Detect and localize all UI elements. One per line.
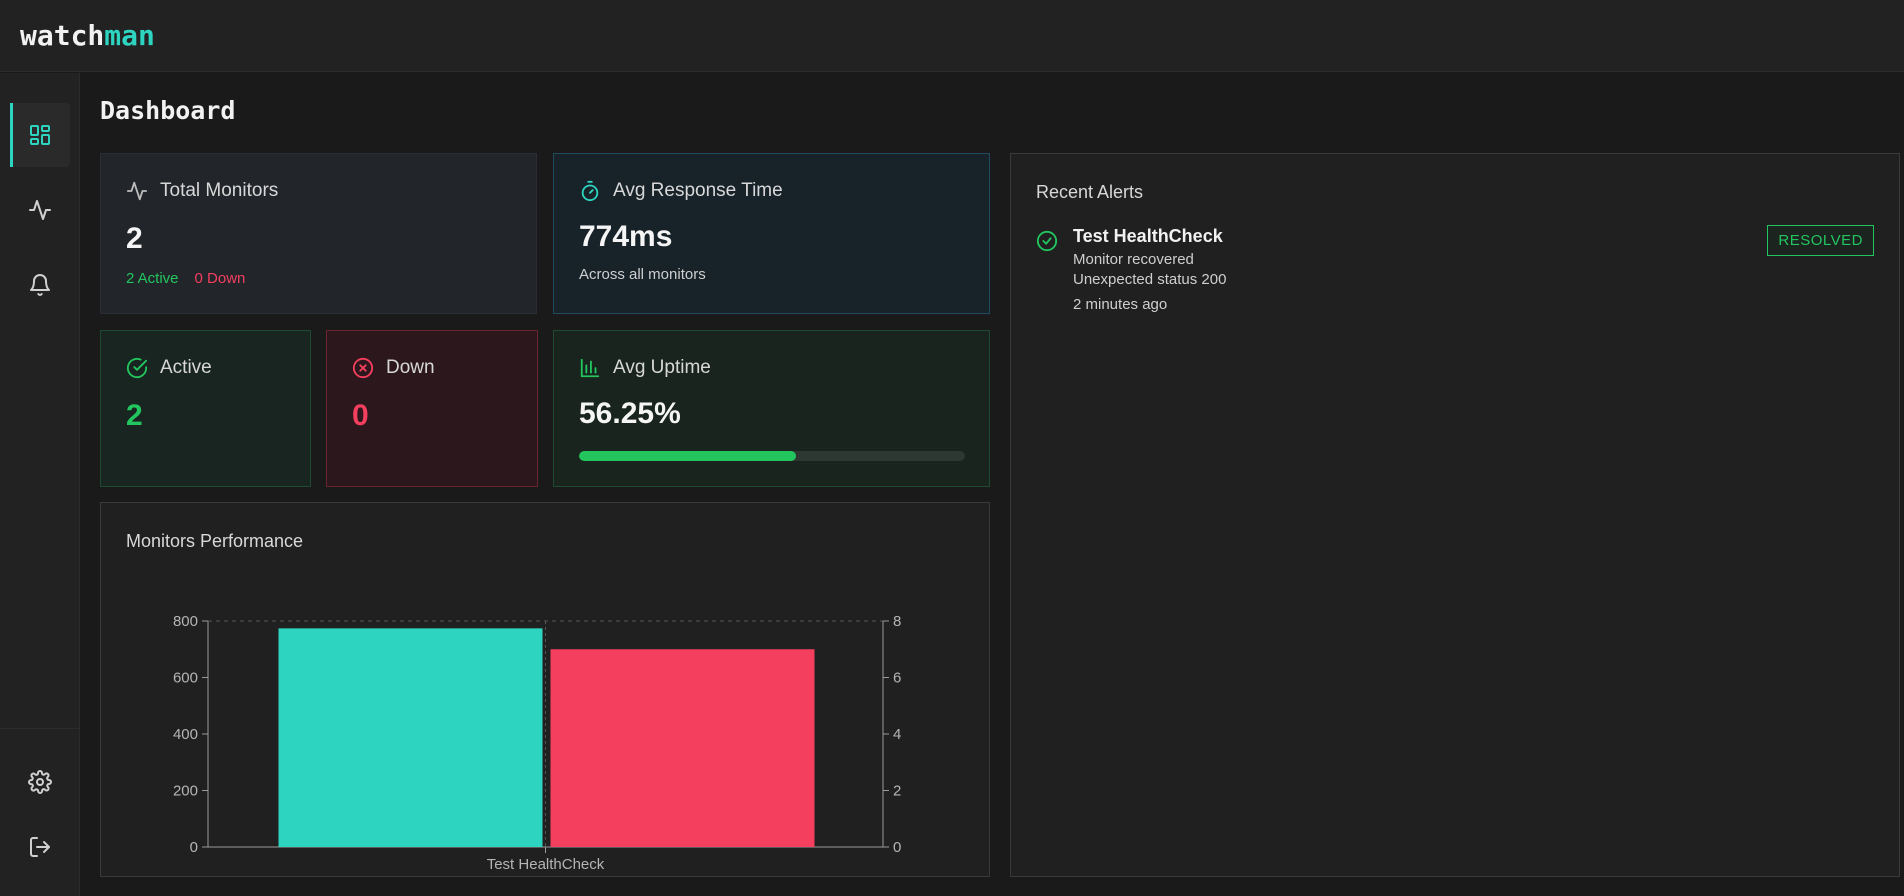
total-monitors-card: Total Monitors 2 2 Active 0 Down (100, 153, 537, 314)
check-circle-icon (1036, 230, 1058, 252)
logo-part1: watch (20, 19, 105, 52)
avg-uptime-value: 56.25% (579, 397, 681, 430)
check-circle-icon (126, 357, 148, 379)
active-header: Active (126, 357, 212, 379)
page-title: Dashboard (100, 96, 236, 125)
sidebar-divider (0, 728, 80, 729)
right-tick-label: 8 (893, 613, 901, 630)
total-monitors-header: Total Monitors (126, 180, 278, 202)
left-tick-label: 400 (173, 726, 198, 743)
alert-detail: Unexpected status 200 (1073, 271, 1227, 288)
avg-uptime-header: Avg Uptime (579, 357, 711, 379)
activity-icon (29, 200, 51, 220)
bar-response-time (278, 628, 543, 847)
activity-icon (126, 181, 148, 201)
sidebar-item-settings[interactable] (10, 750, 70, 814)
alert-message: Monitor recovered (1073, 251, 1194, 268)
sidebar-item-alerts[interactable] (10, 253, 70, 317)
active-value: 2 (126, 399, 143, 432)
recent-alerts-title: Recent Alerts (1036, 182, 1144, 202)
bar-chart-icon (580, 358, 600, 378)
uptime-progress-track (579, 451, 965, 461)
right-tick-label: 0 (893, 839, 901, 856)
avg-uptime-label: Avg Uptime (613, 357, 711, 378)
bell-icon (30, 274, 50, 296)
avg-response-header: Avg Response Time (579, 180, 783, 202)
total-monitors-breakdown: 2 Active 0 Down (126, 270, 245, 287)
status-badge: RESOLVED (1767, 225, 1874, 256)
gear-icon (28, 770, 52, 794)
right-tick-label: 4 (893, 726, 901, 743)
alert-monitor-name: Test HealthCheck (1073, 226, 1223, 246)
sidebar-item-logout[interactable] (10, 815, 70, 879)
sidebar-item-dashboard[interactable] (10, 103, 70, 167)
active-count-text: 2 Active (126, 270, 179, 287)
sidebar (0, 73, 80, 896)
performance-card: Monitors Performance 0 200 400 600 800 0 2 4 6 8 T… (100, 502, 990, 877)
down-label: Down (386, 357, 435, 378)
performance-title: Monitors Performance (126, 531, 304, 551)
left-tick-label: 200 (173, 783, 198, 800)
down-card: Down 0 (326, 330, 538, 487)
logout-icon (30, 837, 50, 857)
right-tick-label: 2 (893, 783, 901, 800)
top-bar: watchman (0, 0, 1904, 72)
bar-failures (550, 649, 815, 847)
logo-part2: man (104, 19, 155, 52)
alert-item[interactable]: Test HealthCheck Monitor recovered Unexp… (1036, 226, 1876, 316)
active-label: Active (160, 357, 212, 378)
recent-alerts-card: Recent Alerts Test HealthCheck Monitor r… (1010, 153, 1900, 877)
active-card: Active 2 (100, 330, 311, 487)
avg-response-label: Avg Response Time (613, 180, 783, 201)
down-header: Down (352, 357, 435, 379)
left-tick-label: 600 (173, 670, 198, 687)
x-tick-label: Test HealthCheck (487, 856, 605, 873)
right-tick-label: 6 (893, 670, 901, 687)
sidebar-item-monitors[interactable] (10, 178, 70, 242)
x-circle-icon (352, 357, 374, 379)
alert-timestamp: 2 minutes ago (1073, 296, 1168, 313)
total-monitors-value: 2 (126, 222, 143, 255)
uptime-progress-fill (579, 451, 797, 461)
left-tick-label: 0 (190, 839, 198, 856)
timer-icon (581, 180, 599, 202)
down-count-text: 0 Down (194, 270, 246, 287)
avg-response-note: Across all monitors (579, 266, 706, 283)
avg-uptime-card: Avg Uptime 56.25% (553, 330, 990, 487)
app-logo[interactable]: watchman (20, 19, 155, 52)
down-value: 0 (352, 399, 369, 432)
total-monitors-label: Total Monitors (160, 180, 279, 201)
dashboard-icon (30, 125, 50, 145)
avg-response-value: 774ms (579, 220, 673, 253)
left-tick-label: 800 (173, 613, 198, 630)
avg-response-card: Avg Response Time 774ms Across all monit… (553, 153, 990, 314)
